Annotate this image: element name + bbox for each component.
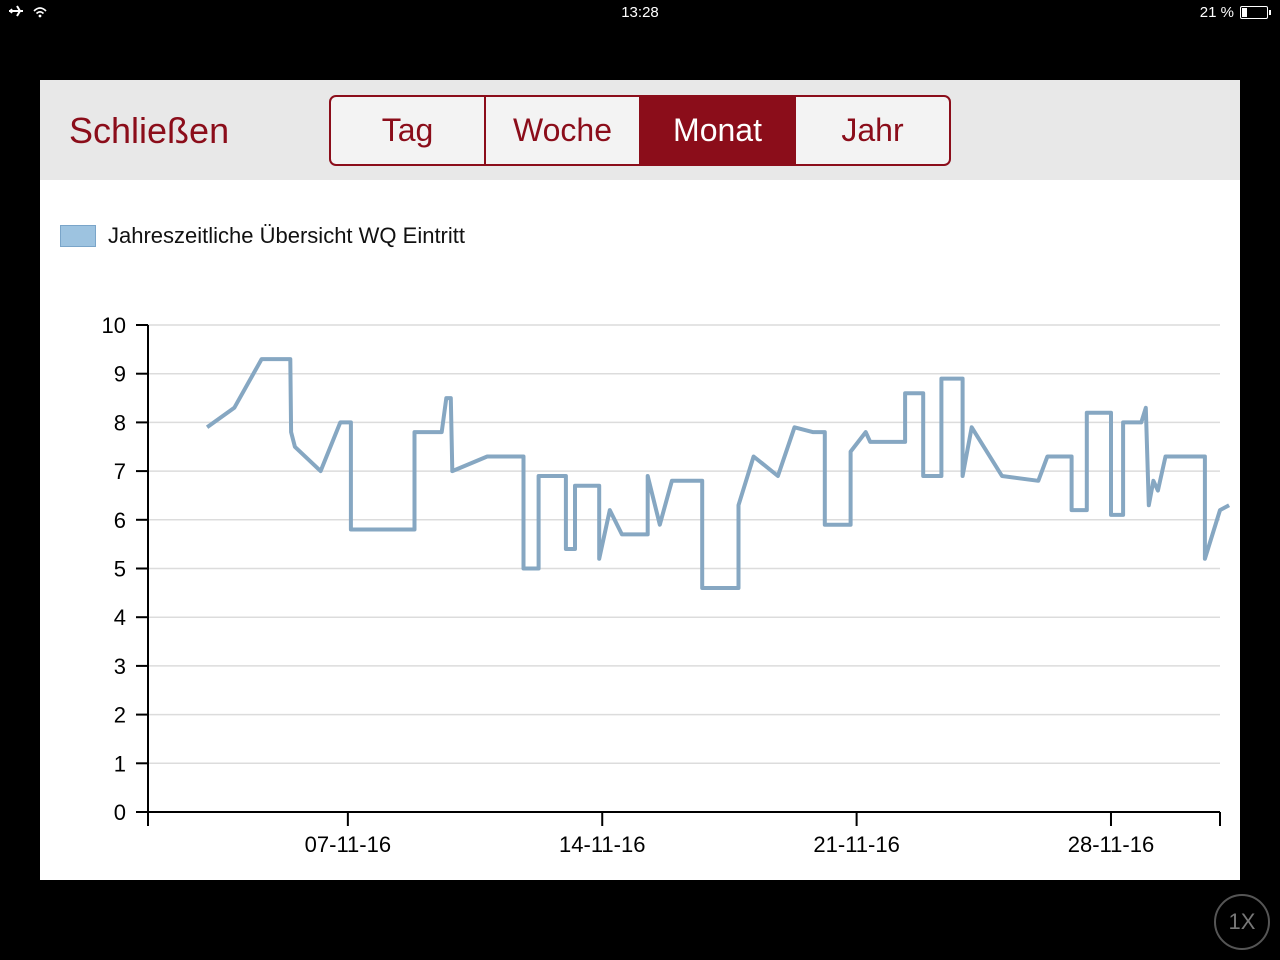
legend-swatch xyxy=(60,225,96,247)
tab-year[interactable]: Jahr xyxy=(841,112,904,148)
tab-day[interactable]: Tag xyxy=(331,97,486,164)
status-right: 21 % xyxy=(1199,4,1271,21)
period-segmented-control: Tag Woche Monat Jahr xyxy=(329,95,951,166)
y-tick-label: 8 xyxy=(114,410,126,435)
wifi-icon xyxy=(32,5,48,22)
y-tick-label: 3 xyxy=(114,654,126,679)
zoom-badge[interactable]: 1X xyxy=(1214,894,1270,950)
y-tick-label: 0 xyxy=(114,800,126,825)
line-chart: 0 1 2 3 4 5 6 7 8 9 10 07-11-16 14-11-16 21-11-16 28-1… xyxy=(102,313,1231,857)
y-tick-label: 6 xyxy=(114,508,126,533)
status-bar: 13:28 21 % xyxy=(0,0,1280,28)
airplane-mode-icon xyxy=(8,4,24,22)
y-tick-label: 1 xyxy=(114,751,126,776)
chart-panel: Schließen Tag Woche Monat Jahr Jahreszei… xyxy=(40,80,1240,880)
legend-label: Jahreszeitliche Übersicht WQ Eintritt xyxy=(108,223,465,248)
status-time: 13:28 xyxy=(621,4,659,21)
battery-percent: 21 % xyxy=(1199,4,1234,21)
y-tick-label: 2 xyxy=(114,703,126,728)
y-tick-label: 10 xyxy=(102,313,126,338)
tab-week[interactable]: Woche xyxy=(486,97,641,164)
battery-level xyxy=(1242,8,1247,17)
x-tick-label: 28-11-16 xyxy=(1068,832,1154,857)
tab-month[interactable]: Monat xyxy=(641,97,796,164)
y-tick-label: 5 xyxy=(114,557,126,582)
y-tick-label: 7 xyxy=(114,459,126,484)
y-tick-label: 4 xyxy=(114,605,126,630)
x-tick-label: 07-11-16 xyxy=(305,832,391,857)
close-button[interactable]: Schließen xyxy=(69,110,230,151)
x-tick-label: 21-11-16 xyxy=(813,832,899,857)
battery-icon xyxy=(1240,6,1271,19)
toolbar: Schließen Tag Woche Monat Jahr xyxy=(40,80,1240,180)
series-line xyxy=(205,357,1231,590)
status-left xyxy=(8,4,48,22)
x-tick-label: 14-11-16 xyxy=(559,832,645,857)
chart-legend: Jahreszeitliche Übersicht WQ Eintritt xyxy=(60,223,465,249)
y-tick-label: 9 xyxy=(114,362,126,387)
